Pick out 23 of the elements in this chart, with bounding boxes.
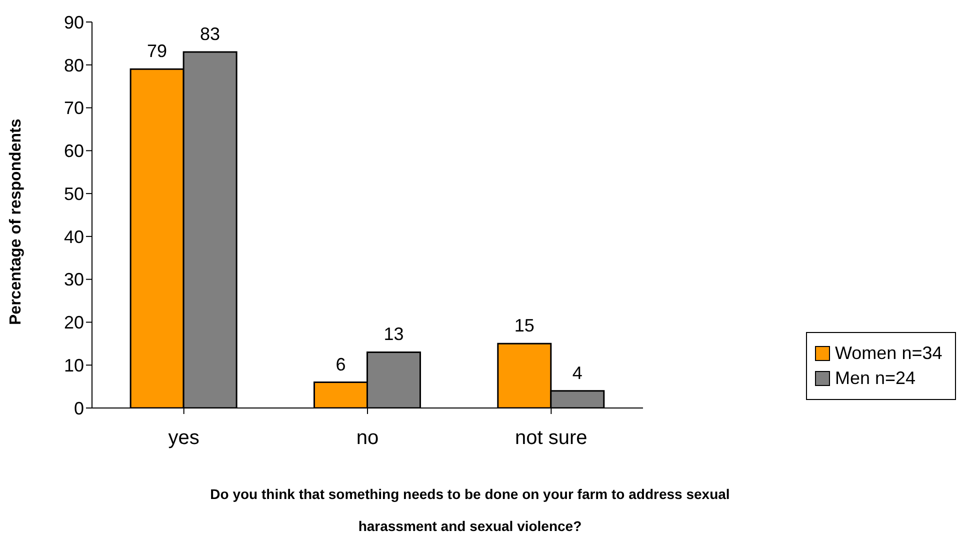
y-tick-label: 70 [64, 98, 84, 118]
y-tick-label: 30 [64, 270, 84, 290]
x-axis-title: Do you think that something needs to be done on your farm to address sexual harassment and sexual violence? [209, 485, 731, 536]
x-tick-label: not sure [515, 427, 588, 450]
data-label: 13 [384, 324, 404, 344]
x-tick-label: no [356, 427, 379, 450]
legend-label: Men n=24 [835, 368, 916, 389]
y-tick-label: 80 [64, 55, 84, 76]
legend-label: Women n=34 [835, 343, 942, 364]
y-tick-label: 0 [74, 398, 84, 418]
data-label: 83 [200, 24, 220, 44]
y-tick-label: 90 [64, 12, 84, 32]
data-label: 79 [147, 41, 168, 62]
y-tick-label: 60 [64, 141, 84, 162]
y-tick-label: 10 [64, 356, 84, 376]
y-tick-label: 50 [64, 184, 84, 204]
data-label: 6 [336, 354, 346, 374]
data-label: 4 [572, 362, 582, 383]
y-tick-label: 20 [64, 312, 84, 333]
x-tick-label: yes [168, 427, 200, 450]
y-axis-title: Percentage of respondents [8, 118, 25, 325]
y-tick-label: 40 [64, 226, 84, 247]
data-label: 15 [514, 316, 534, 336]
